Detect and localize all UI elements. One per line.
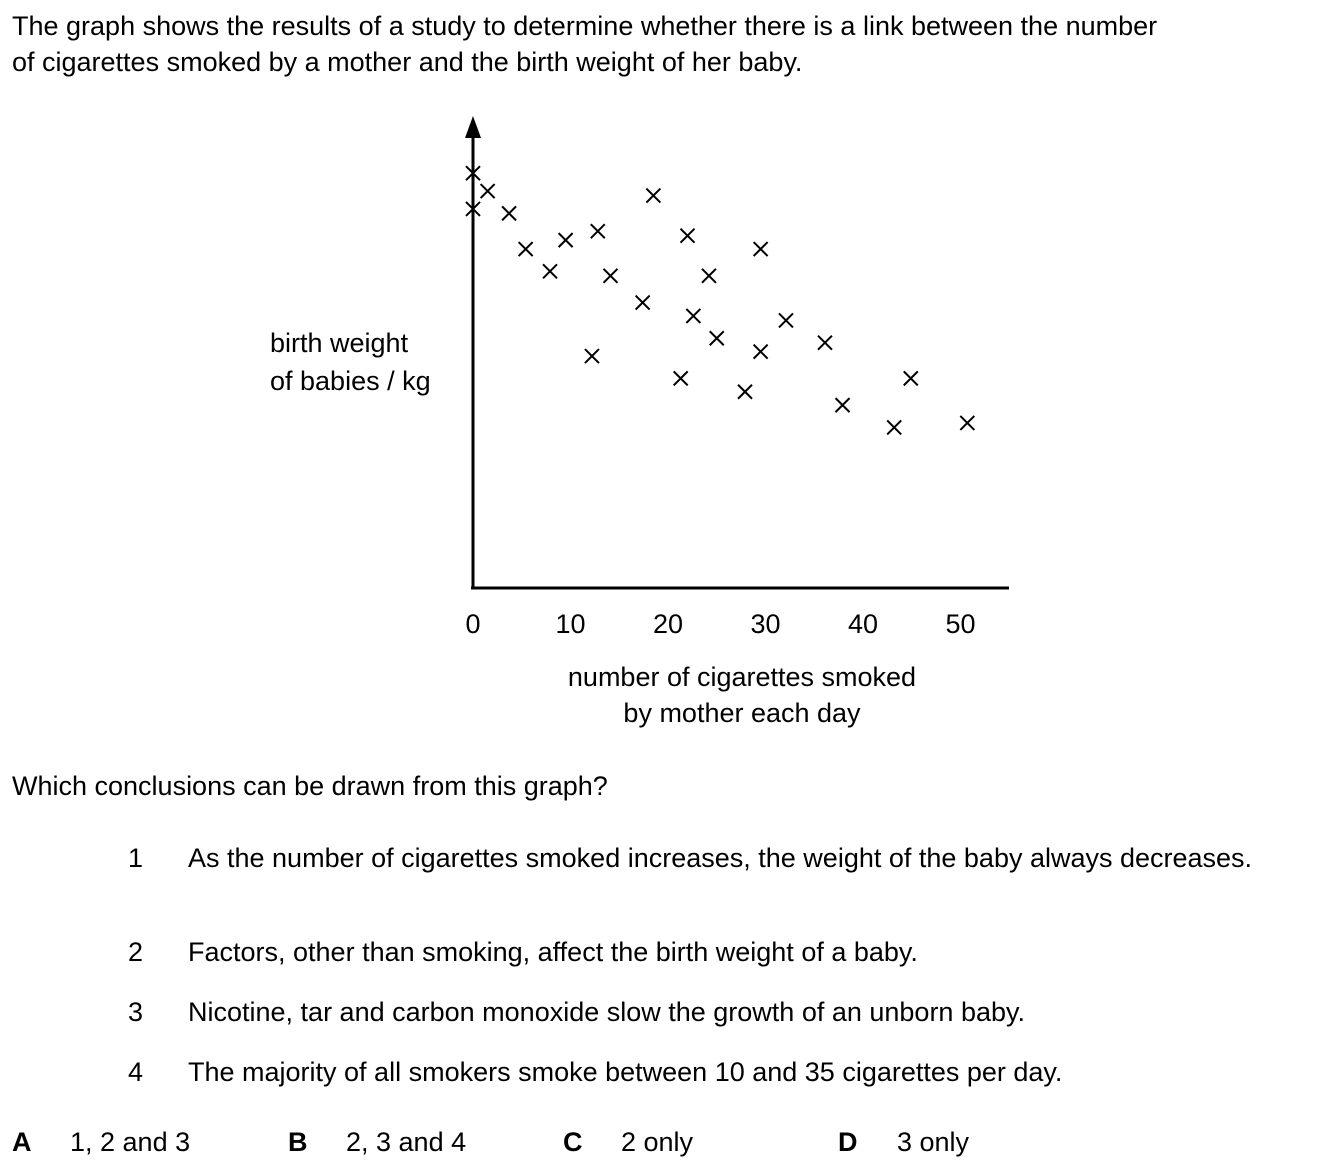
y-axis-label-line-1: birth weight <box>270 328 409 358</box>
data-point-marker <box>685 308 702 324</box>
data-point-marker <box>590 223 606 239</box>
data-point-marker <box>542 263 558 280</box>
data-point-marker <box>903 370 919 387</box>
data-point-marker <box>701 268 717 284</box>
statement-number: 1 <box>128 843 144 873</box>
data-point-marker <box>634 294 651 311</box>
intro-line-2: of cigarettes smoked by a mother and the… <box>12 47 803 77</box>
x-tick-label: 30 <box>750 609 780 639</box>
data-point-marker <box>886 419 902 436</box>
option-c-text[interactable]: 2 only <box>621 1127 694 1157</box>
data-point-marker <box>709 330 725 346</box>
option-b-letter[interactable]: B <box>288 1127 308 1157</box>
scatter-chart: 0 10 20 30 40 50 birth weight of babies / kg … <box>270 116 1009 728</box>
data-points <box>465 165 976 436</box>
statement-number: 4 <box>128 1057 144 1087</box>
x-axis-label-line-1: number of cigarettes smoked <box>568 662 916 692</box>
data-point-marker <box>465 201 481 217</box>
x-tick-label: 50 <box>945 609 975 639</box>
y-axis-label-line-2: of babies / kg <box>270 366 431 396</box>
x-tick-label: 40 <box>848 609 878 639</box>
x-axis-label-line-2: by mother each day <box>623 698 861 728</box>
statement-3: 3 Nicotine, tar and carbon monoxide slow… <box>128 995 1332 1029</box>
data-point-marker <box>752 343 769 360</box>
statement-text: Factors, other than smoking, affect the … <box>188 937 918 967</box>
data-point-marker <box>679 227 696 244</box>
x-tick-label: 20 <box>653 609 683 639</box>
x-tick-labels: 0 10 20 30 40 50 <box>465 609 975 639</box>
question-intro: The graph shows the results of a study t… <box>12 8 1332 80</box>
statement-4: 4 The majority of all smokers smoke betw… <box>128 1055 1332 1089</box>
x-tick-label: 0 <box>465 609 480 639</box>
data-point-marker <box>645 187 662 204</box>
data-point-marker <box>465 165 481 181</box>
option-d-letter[interactable]: D <box>838 1127 858 1157</box>
statement-text: As the number of cigarettes smoked incre… <box>188 843 1253 873</box>
option-a-letter[interactable]: A <box>12 1127 32 1157</box>
statement-text: The majority of all smokers smoke betwee… <box>188 1057 1063 1087</box>
data-point-marker <box>778 312 794 329</box>
answer-options: A 1, 2 and 3 B 2, 3 and 4 C 2 only D 3 o… <box>0 1124 1337 1164</box>
statement-number: 2 <box>128 937 144 967</box>
data-point-marker <box>834 397 851 413</box>
data-point-marker <box>557 232 574 248</box>
option-c-letter[interactable]: C <box>563 1127 583 1157</box>
statement-text: Nicotine, tar and carbon monoxide slow t… <box>188 997 1025 1027</box>
data-point-marker <box>584 348 600 364</box>
option-a-text[interactable]: 1, 2 and 3 <box>70 1127 191 1157</box>
option-d-text[interactable]: 3 only <box>897 1127 970 1157</box>
statement-1: 1 As the number of cigarettes smoked inc… <box>128 841 1332 875</box>
statement-2: 2 Factors, other than smoking, affect th… <box>128 935 1332 969</box>
data-point-marker <box>517 241 534 257</box>
data-point-marker <box>501 205 517 222</box>
data-point-marker <box>959 415 976 431</box>
data-point-marker <box>817 334 833 351</box>
statement-number: 3 <box>128 997 144 1027</box>
data-point-marker <box>672 370 689 387</box>
data-point-marker <box>479 183 496 199</box>
intro-line-1: The graph shows the results of a study t… <box>12 11 1158 41</box>
data-point-marker <box>752 241 769 257</box>
chart-axes <box>465 116 1009 590</box>
data-point-marker <box>602 268 619 284</box>
x-tick-label: 10 <box>555 609 585 639</box>
y-axis-arrowhead <box>465 116 481 138</box>
question-prompt: Which conclusions can be drawn from this… <box>12 771 608 801</box>
data-point-marker <box>737 384 753 400</box>
option-b-text[interactable]: 2, 3 and 4 <box>346 1127 467 1157</box>
